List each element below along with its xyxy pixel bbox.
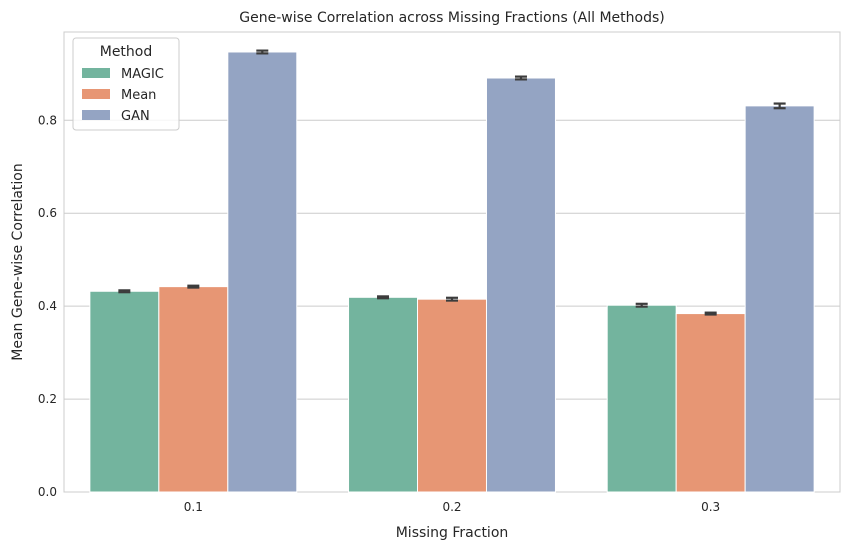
legend-box bbox=[72, 37, 180, 131]
legend-swatch bbox=[82, 110, 110, 120]
y-tick-label: 0.8 bbox=[38, 113, 57, 127]
y-tick-label: 0.0 bbox=[38, 485, 57, 499]
chart-title: Gene-wise Correlation across Missing Fra… bbox=[239, 10, 665, 26]
bar bbox=[485, 77, 556, 493]
legend-label: Mean bbox=[121, 88, 156, 103]
x-axis-ticks: 0.1 0.2 0.3 bbox=[184, 500, 720, 514]
bar bbox=[675, 313, 746, 493]
bar bbox=[417, 298, 487, 493]
legend-label: GAN bbox=[121, 109, 150, 124]
y-axis-ticks: 0.0 0.2 0.4 0.6 0.8 bbox=[38, 113, 57, 499]
bars bbox=[89, 51, 815, 493]
y-axis-label: Mean Gene-wise Correlation bbox=[10, 163, 26, 361]
legend-items: MAGIC Mean GAN bbox=[82, 67, 164, 124]
bar bbox=[158, 286, 229, 493]
x-tick-label: 0.2 bbox=[442, 500, 461, 514]
legend-title: Method bbox=[100, 44, 153, 60]
x-tick-label: 0.3 bbox=[701, 500, 720, 514]
x-axis-label: Missing Fraction bbox=[396, 525, 509, 541]
bar bbox=[89, 290, 160, 493]
y-tick-label: 0.4 bbox=[38, 299, 57, 313]
legend-swatch bbox=[82, 68, 110, 78]
y-tick-label: 0.6 bbox=[38, 206, 57, 220]
bar bbox=[744, 105, 815, 493]
error-bars bbox=[118, 49, 786, 316]
legend-swatch bbox=[82, 89, 110, 99]
bar bbox=[227, 51, 298, 493]
bar bbox=[348, 296, 419, 493]
legend-label: MAGIC bbox=[121, 67, 164, 82]
legend: Method MAGIC Mean GAN bbox=[72, 37, 180, 131]
x-tick-label: 0.1 bbox=[184, 500, 203, 514]
y-tick-label: 0.2 bbox=[38, 392, 57, 406]
bar bbox=[606, 304, 677, 493]
